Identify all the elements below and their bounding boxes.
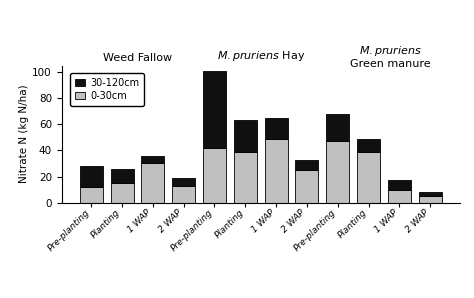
Legend: 30-120cm, 0-30cm: 30-120cm, 0-30cm <box>71 73 144 106</box>
Bar <box>388 181 411 190</box>
Bar <box>357 139 380 152</box>
Bar <box>295 159 319 170</box>
Text: Weed Fallow: Weed Fallow <box>103 53 172 63</box>
Bar <box>264 118 288 139</box>
Bar <box>388 190 411 203</box>
Bar <box>203 71 226 148</box>
Bar <box>357 152 380 203</box>
Bar <box>264 139 288 203</box>
Bar <box>326 114 349 141</box>
Bar <box>110 183 134 203</box>
Bar <box>110 169 134 183</box>
Text: $M.pruriens$
Green manure: $M.pruriens$ Green manure <box>350 44 430 69</box>
Bar <box>419 196 442 203</box>
Bar <box>172 178 195 186</box>
Bar <box>80 187 103 203</box>
Bar <box>295 170 319 203</box>
Text: $M.pruriens$ Hay: $M.pruriens$ Hay <box>217 49 305 63</box>
Bar <box>141 164 164 203</box>
Bar <box>203 148 226 203</box>
Bar <box>141 156 164 164</box>
Bar <box>234 120 257 152</box>
Bar <box>80 166 103 187</box>
Bar <box>419 192 442 196</box>
Bar <box>234 152 257 203</box>
Bar <box>172 186 195 203</box>
Y-axis label: Nitrate N (kg N/ha): Nitrate N (kg N/ha) <box>19 85 29 183</box>
Bar <box>326 141 349 203</box>
